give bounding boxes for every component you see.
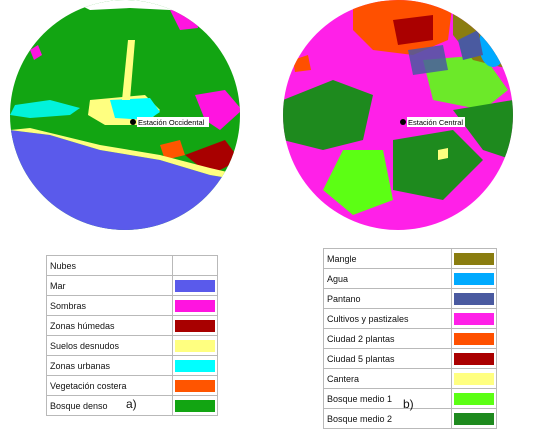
legend-color-swatch	[175, 259, 215, 272]
legend-swatch	[451, 308, 497, 329]
legend-color-swatch	[175, 279, 215, 292]
legend-label: Agua	[323, 268, 452, 289]
legend-label: Ciudad 2 plantas	[323, 328, 452, 349]
legend-label: Cultivos y pastizales	[323, 308, 452, 329]
legend-label: Cantera	[323, 368, 452, 389]
legend-label: Pantano	[323, 288, 452, 309]
legend-swatch	[451, 348, 497, 369]
legend-label: Zonas húmedas	[46, 315, 173, 336]
legend-swatch	[172, 355, 218, 376]
legend-swatch	[172, 395, 218, 416]
legend-swatch	[172, 335, 218, 356]
legend-row: Bosque medio 2	[323, 408, 497, 429]
legend-swatch	[451, 268, 497, 289]
legend-row: Mar	[46, 275, 218, 296]
station-label: Estación Central	[408, 118, 463, 127]
legend-row: Ciudad 2 plantas	[323, 328, 497, 349]
station-marker	[400, 119, 406, 125]
classification-map-b: Estación Central	[283, 0, 513, 230]
legend-swatch	[172, 275, 218, 296]
legend-color-swatch	[175, 299, 215, 312]
legend-row: Vegetación costera	[46, 375, 218, 396]
legend-label: Ciudad 5 plantas	[323, 348, 452, 369]
legend-color-swatch	[454, 332, 494, 345]
legend-swatch	[172, 315, 218, 336]
legend-swatch	[451, 368, 497, 389]
legend-row: Mangle	[323, 248, 497, 269]
legend-table-a: Nubes Mar Sombras Zonas húmedas Suelos desnu…	[46, 255, 218, 416]
legend-row: Bosque medio 1	[323, 388, 497, 409]
legend-swatch	[451, 328, 497, 349]
legend-color-swatch	[175, 319, 215, 332]
legend-swatch	[172, 255, 218, 276]
station-marker	[130, 119, 136, 125]
legend-swatch	[451, 288, 497, 309]
legend-color-swatch	[454, 312, 494, 325]
legend-row: Cultivos y pastizales	[323, 308, 497, 329]
legend-row: Sombras	[46, 295, 218, 316]
legend-swatch	[451, 388, 497, 409]
legend-label: Vegetación costera	[46, 375, 173, 396]
legend-color-swatch	[175, 399, 215, 412]
legend-row: Cantera	[323, 368, 497, 389]
legend-row: Pantano	[323, 288, 497, 309]
legend-swatch	[451, 408, 497, 429]
station-label: Estación Occidental	[138, 118, 205, 127]
legend-swatch	[451, 248, 497, 269]
legend-row: Ciudad 5 plantas	[323, 348, 497, 369]
legend-label: Bosque denso	[46, 395, 173, 416]
legend-row: Agua	[323, 268, 497, 289]
legend-label: Nubes	[46, 255, 173, 276]
legend-color-swatch	[175, 379, 215, 392]
legend-row: Nubes	[46, 255, 218, 276]
legend-label: Mar	[46, 275, 173, 296]
legend-swatch	[172, 295, 218, 316]
legend-color-swatch	[454, 292, 494, 305]
legend-swatch	[172, 375, 218, 396]
classification-map-a: Estación Occidental	[10, 0, 240, 230]
caption-a: a)	[126, 397, 137, 411]
legend-row: Zonas urbanas	[46, 355, 218, 376]
legend-row: Suelos desnudos	[46, 335, 218, 356]
legend-label: Zonas urbanas	[46, 355, 173, 376]
caption-b: b)	[403, 397, 414, 411]
legend-label: Suelos desnudos	[46, 335, 173, 356]
legend-row: Zonas húmedas	[46, 315, 218, 336]
legend-label: Bosque medio 1	[323, 388, 452, 409]
legend-color-swatch	[454, 392, 494, 405]
legend-color-swatch	[454, 372, 494, 385]
legend-label: Mangle	[323, 248, 452, 269]
legend-label: Bosque medio 2	[323, 408, 452, 429]
legend-color-swatch	[454, 272, 494, 285]
legend-row: Bosque denso	[46, 395, 218, 416]
legend-color-swatch	[175, 339, 215, 352]
legend-color-swatch	[454, 252, 494, 265]
legend-color-swatch	[454, 412, 494, 425]
legend-color-swatch	[454, 352, 494, 365]
legend-label: Sombras	[46, 295, 173, 316]
legend-color-swatch	[175, 359, 215, 372]
